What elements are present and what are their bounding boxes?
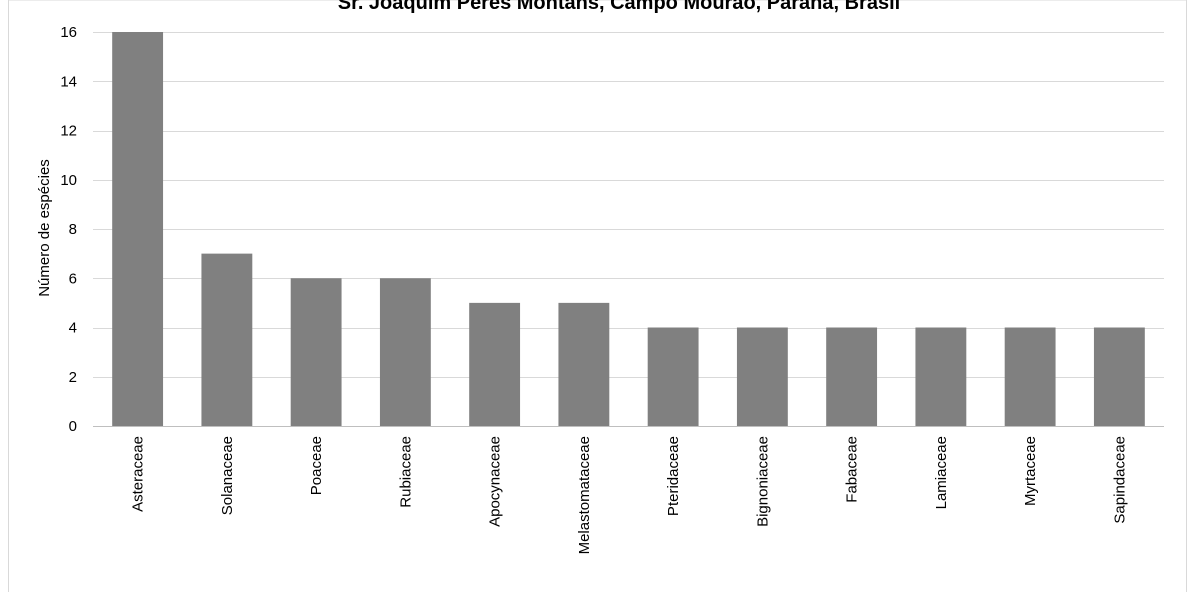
- bar-asteraceae: [112, 32, 164, 426]
- y-tick-label: 16: [60, 24, 77, 41]
- y-tick-label: 2: [69, 369, 77, 386]
- y-tick-label: 10: [60, 172, 77, 189]
- x-tick-label-rubiaceae: Rubiaceae: [397, 436, 414, 508]
- x-axis-labels: Asteraceae Solanaceae Poaceae Rubiaceae Apoc…: [130, 436, 1129, 554]
- x-tick-label-bignoniaceae: Bignoniaceae: [754, 436, 771, 527]
- y-tick-label: 4: [69, 320, 77, 337]
- x-tick-label-myrtaceae: Myrtaceae: [1022, 436, 1039, 506]
- x-tick-label-apocynaceae: Apocynaceae: [487, 436, 504, 527]
- bar-poaceae: [290, 278, 342, 426]
- x-tick-label-asteraceae: Asteraceae: [130, 436, 147, 512]
- y-axis-ticks: 0 2 4 6 8 10 12 14 16: [60, 24, 77, 435]
- bar-rubiaceae: [379, 278, 431, 426]
- x-tick-label-lamiaceae: Lamiaceae: [933, 436, 950, 509]
- y-tick-label: 12: [60, 123, 77, 140]
- x-tick-label-poaceae: Poaceae: [308, 436, 325, 495]
- y-axis-title: Número de espécies: [36, 159, 53, 297]
- bar-lamiaceae: [915, 327, 967, 426]
- bar-fabaceae: [826, 327, 878, 426]
- y-tick-label: 14: [60, 73, 77, 90]
- bar-myrtaceae: [1004, 327, 1056, 426]
- x-tick-label-sapindaceae: Sapindaceae: [1111, 436, 1128, 524]
- chart-frame: [8, 0, 1187, 592]
- chart-title: Sr. Joaquim Peres Montans, Campo Mourão,…: [338, 0, 900, 14]
- bar-pteridaceae: [647, 327, 699, 426]
- bar-apocynaceae: [469, 302, 521, 426]
- y-tick-label: 8: [69, 221, 77, 238]
- y-tick-label: 0: [69, 418, 77, 435]
- bar-bignoniaceae: [736, 327, 788, 426]
- bars: [112, 32, 1145, 426]
- y-tick-label: 6: [69, 270, 77, 287]
- bar-sapindaceae: [1093, 327, 1145, 426]
- x-tick-label-pteridaceae: Pteridaceae: [665, 436, 682, 516]
- x-tick-label-melastomataceae: Melastomataceae: [576, 436, 593, 554]
- x-tick-label-solanaceae: Solanaceae: [219, 436, 236, 515]
- bar-melastomataceae: [558, 302, 610, 426]
- bar-solanaceae: [201, 253, 253, 426]
- x-tick-label-fabaceae: Fabaceae: [844, 436, 861, 503]
- gridlines: [93, 32, 1164, 378]
